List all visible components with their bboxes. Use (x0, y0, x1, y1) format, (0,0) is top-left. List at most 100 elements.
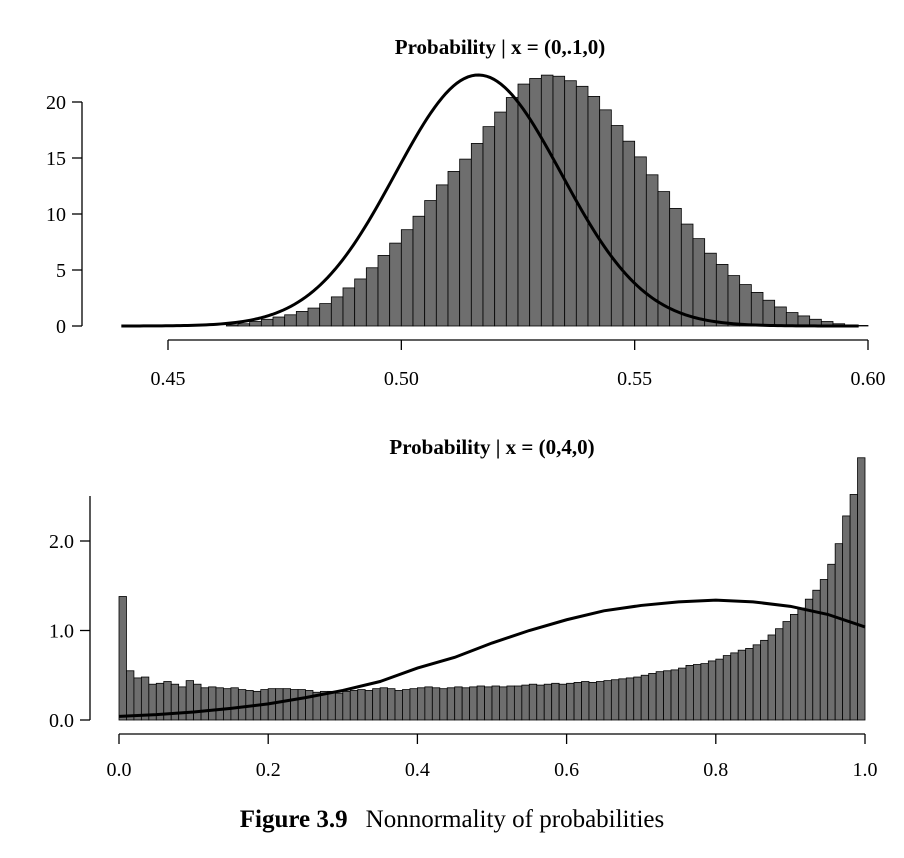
panel-bottom-bar (521, 684, 530, 721)
panel-top-bar (330, 296, 344, 327)
panel-bottom-bar (558, 683, 568, 721)
panel-bottom-bar (790, 613, 799, 721)
panel-bottom-bar (446, 687, 456, 721)
panel-bottom-bar (678, 667, 687, 721)
panel-top-bar (249, 321, 262, 327)
panel-bottom-x-tick-label: 0.2 (256, 759, 281, 781)
panel-top-bar (692, 238, 706, 327)
panel-bottom-bar (745, 648, 754, 721)
panel-top-bar (342, 287, 356, 327)
panel-bottom-bar (416, 687, 426, 721)
panel-top-bar (237, 323, 251, 327)
panel-top-bar (762, 299, 776, 327)
panel-top-bar (365, 267, 379, 327)
panel-top-bar (774, 306, 787, 327)
panel-bottom-bar (827, 563, 836, 721)
panel-bottom-bar (133, 677, 142, 721)
panel-bottom-bar (857, 457, 866, 721)
panel-bottom-bar (327, 690, 336, 721)
panel-bottom-bar (461, 687, 471, 721)
panel-bottom-bar (528, 683, 538, 721)
panel-top-bar (260, 318, 274, 327)
panel-bottom-bar (685, 665, 694, 721)
panel-bottom-bar (208, 686, 217, 721)
panel-top-bar (599, 109, 612, 327)
panel-top-title: Probability | x = (0,.1,0) (395, 35, 605, 59)
panel-bottom-bar (282, 688, 291, 721)
panel-bottom-bar (230, 687, 239, 721)
panel-bottom-bar (297, 689, 306, 721)
panel-bottom-bar (215, 687, 224, 721)
panel-top-y-tick-label: 20 (46, 92, 66, 114)
panel-bottom-bar (409, 688, 418, 721)
panel-bottom-bar (752, 644, 761, 721)
panel-top-bar (622, 140, 636, 327)
panel-top-bar (435, 184, 449, 327)
panel-bottom-bar (797, 607, 806, 721)
panel-bottom-bar (185, 680, 194, 721)
panel-top-y-tick-label: 10 (46, 204, 66, 226)
panel-top-bar (704, 252, 717, 327)
panel-top-bar (447, 171, 461, 327)
panel-bottom-bars (118, 457, 866, 721)
panel-top-bar (295, 311, 309, 327)
panel-top-bar (459, 158, 472, 327)
panel-bottom-bar (581, 681, 590, 721)
panel-top-bar (727, 275, 741, 327)
panel-top-bar (272, 316, 286, 327)
panel-top-bar (389, 242, 402, 327)
panel-bottom: Probability | x = (0,4,0) 0.01.02.00.0 0.… (49, 435, 878, 781)
panel-bottom-bar (387, 688, 396, 721)
panel-bottom-bar (126, 670, 135, 721)
panel-bottom-bar (364, 690, 374, 721)
panel-bottom-bar (551, 682, 560, 721)
panel-top-bar (354, 278, 367, 327)
figure-number: Figure 3.9 (239, 806, 348, 833)
panel-bottom-bar (603, 680, 612, 721)
panel-top-bar (424, 200, 437, 327)
panel-bottom-bar (737, 649, 747, 721)
panel-top-bar (645, 174, 659, 327)
panel-bottom-bar (655, 671, 664, 721)
panel-bottom-bar (707, 660, 717, 721)
panel-bottom-bar (402, 689, 411, 721)
panel-top-bar (715, 263, 729, 327)
panel-bottom-bar (760, 639, 769, 721)
panel-bottom-bar (178, 686, 187, 721)
panel-bottom-bar (722, 655, 732, 721)
panel-bottom-bar (782, 621, 791, 721)
panel-top-bar (412, 215, 426, 327)
panel-bottom-x-tick-label: 1.0 (853, 759, 878, 781)
panel-top-bar (319, 303, 332, 327)
panel-bottom-bar (849, 494, 858, 721)
panel-bottom-bar (513, 685, 523, 721)
panel-top-bar (680, 223, 694, 327)
panel-top-axes: 0 5 10 15 20 0.45 0.50 0.55 0.60 (46, 92, 886, 390)
panel-bottom-bar (573, 682, 582, 721)
panel-bottom-bar (625, 677, 635, 721)
panel-bottom-bar (431, 687, 441, 721)
panel-top-bar (750, 291, 764, 327)
panel-bottom-bar (342, 690, 351, 721)
panel-top-x-tick-label: 0.50 (384, 368, 419, 390)
panel-bottom-bar (693, 664, 702, 721)
panel-bottom-bar (588, 682, 597, 721)
panel-top-bars (225, 74, 869, 327)
panel-bottom-axes: 0.0 1.0 2.0 0.0 0.2 0.4 0.6 0.8 1.0 (49, 496, 878, 781)
panel-bottom-bar (566, 682, 575, 721)
panel-top-bar (307, 307, 321, 327)
panel-bottom-bar (476, 685, 485, 721)
panel-bottom-x-tick-label: 0.6 (554, 759, 579, 781)
panel-bottom-bar (193, 683, 202, 721)
panel-bottom-bar (819, 579, 829, 721)
panel-bottom-bar (812, 589, 821, 721)
panel-top-density-curve (121, 73, 859, 328)
panel-top-bar (494, 111, 507, 327)
panel-top-bar (739, 284, 752, 327)
panel-bottom-bar (834, 543, 844, 721)
panel-bottom-y-tick-label: 1.0 (49, 621, 74, 643)
panel-top-bar (482, 126, 496, 327)
panel-bottom-bar (223, 688, 232, 721)
panel-bottom-bar (506, 685, 515, 721)
